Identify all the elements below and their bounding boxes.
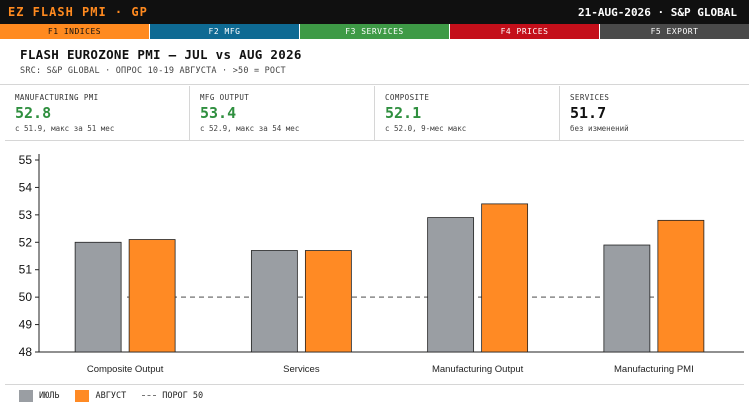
legend-swatch-august <box>75 389 90 402</box>
kpi-composite: COMPOSITE 52.1 с 52.0, 9-мес макс <box>375 86 560 140</box>
kpi-value: 51.7 <box>570 104 607 122</box>
y-tick-label: 49 <box>19 318 33 332</box>
y-tick-label: 51 <box>19 263 33 277</box>
pmi-bar-chart: 48 49 50 51 52 53 54 55 Composite Output Services… <box>19 153 744 375</box>
legend-swatch-july <box>19 389 33 402</box>
bar-july <box>603 244 651 353</box>
tab-indices[interactable]: F1 INDICES <box>0 24 150 39</box>
kpi-note: с 52.9, макс за 54 мес <box>200 124 300 133</box>
x-tick-label: Services <box>283 364 320 375</box>
kpi-note: с 51.9, макс за 51 мес <box>15 124 115 133</box>
y-tick-label: 50 <box>19 290 33 304</box>
kpi-label: MANUFACTURING PMI <box>15 93 99 102</box>
kpi-services: SERVICES 51.7 без изменений <box>560 86 744 140</box>
kpi-value: 53.4 <box>200 104 237 122</box>
page-title: FLASH EUROZONE PMI — JUL vs AUG 2026 <box>20 47 302 62</box>
bar-august <box>481 203 529 353</box>
page-header: FLASH EUROZONE PMI — JUL vs AUG 2026 SRC… <box>0 39 749 85</box>
bar-july <box>427 217 475 353</box>
chart-legend: ИЮЛЬ АВГУСТ ПОРОГ 50 <box>5 384 744 406</box>
tab-prices[interactable]: F4 PRICES <box>450 24 600 39</box>
x-tick-label: Manufacturing Output <box>432 364 524 375</box>
app-title: EZ FLASH PMI · GP <box>8 5 148 19</box>
app-meta: 21-AUG-2026 · S&P GLOBAL <box>578 5 737 19</box>
y-tick-label: 53 <box>19 208 33 222</box>
y-tick-label: 55 <box>19 153 33 167</box>
y-tick-label: 48 <box>19 345 33 359</box>
page-subtitle: SRC: S&P GLOBAL · ОПРОС 10-19 АВГУСТА · … <box>20 66 286 76</box>
kpi-note: без изменений <box>570 124 629 133</box>
kpi-value: 52.1 <box>385 104 422 122</box>
legend-item-july: ИЮЛЬ <box>19 389 60 402</box>
bar-july <box>250 250 298 353</box>
kpi-label: SERVICES <box>570 93 610 102</box>
legend-label-threshold: ПОРОГ 50 <box>162 390 204 401</box>
kpi-label: COMPOSITE <box>385 93 430 102</box>
bar-august <box>128 239 176 353</box>
bar-august <box>304 250 352 353</box>
tab-export[interactable]: F5 EXPORT <box>600 24 749 39</box>
x-tick-label: Composite Output <box>87 364 164 375</box>
kpi-label: MFG OUTPUT <box>200 93 250 102</box>
legend-label-august: АВГУСТ <box>95 390 127 401</box>
bar-july <box>74 241 122 353</box>
tab-services[interactable]: F3 SERVICES <box>300 24 450 39</box>
legend-item-august: АВГУСТ <box>75 389 127 402</box>
function-key-bar: F1 INDICES F2 MFG F3 SERVICES F4 PRICES … <box>0 24 749 39</box>
kpi-mfg-output: MFG OUTPUT 53.4 с 52.9, макс за 54 мес <box>190 86 375 140</box>
legend-dash-threshold <box>142 395 157 396</box>
kpi-manufacturing-pmi: MANUFACTURING PMI 52.8 с 51.9, макс за 5… <box>5 86 190 140</box>
y-tick-label: 52 <box>19 235 33 249</box>
kpi-note: с 52.0, 9-мес макс <box>385 124 467 133</box>
bar-august <box>657 219 705 353</box>
x-tick-label: Manufacturing PMI <box>614 364 694 375</box>
tab-mfg[interactable]: F2 MFG <box>150 24 300 39</box>
y-tick-label: 54 <box>19 180 33 194</box>
kpi-strip: MANUFACTURING PMI 52.8 с 51.9, макс за 5… <box>5 86 744 141</box>
legend-label-july: ИЮЛЬ <box>39 390 60 401</box>
top-bar: EZ FLASH PMI · GP 21-AUG-2026 · S&P GLOB… <box>0 0 749 24</box>
kpi-value: 52.8 <box>15 104 52 122</box>
legend-item-threshold: ПОРОГ 50 <box>142 391 203 401</box>
